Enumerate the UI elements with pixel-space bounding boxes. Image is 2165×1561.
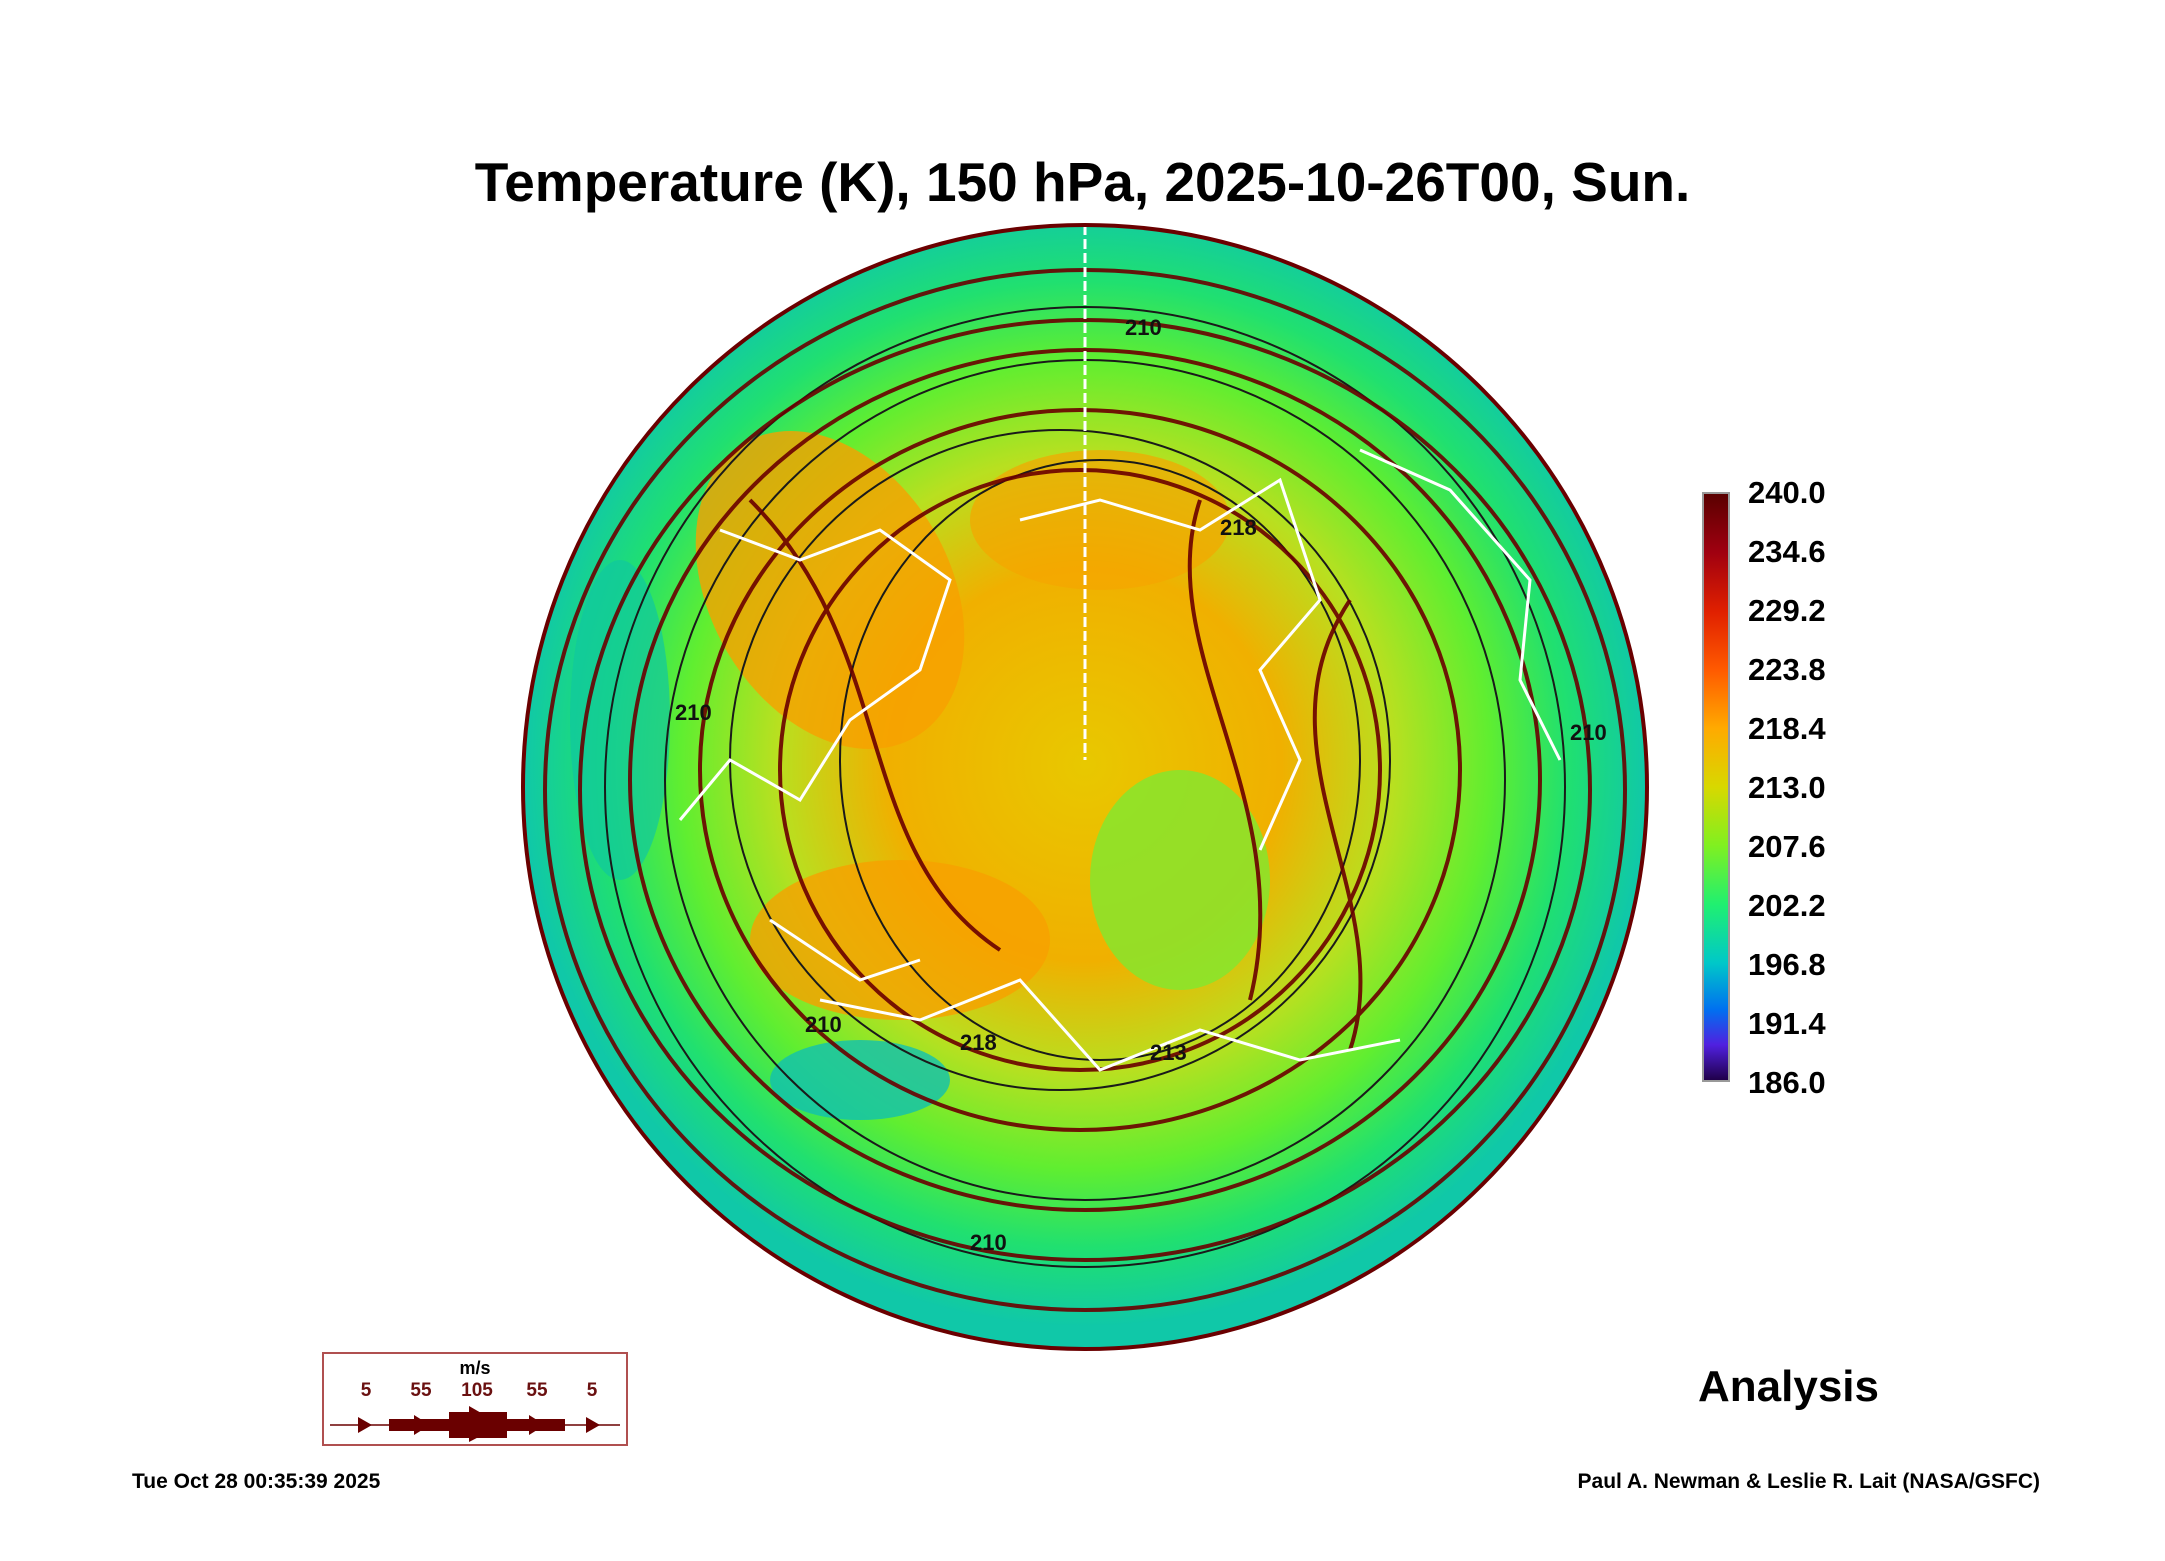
temperature-colorbar	[1702, 492, 1730, 1082]
colorbar-label: 202.2	[1748, 888, 1826, 923]
contour-label: 210	[675, 700, 712, 725]
cool-region	[770, 1040, 950, 1120]
wind-unit: m/s	[459, 1358, 491, 1378]
colorbar-label: 186.0	[1748, 1065, 1826, 1100]
wind-speed-label: 55	[526, 1380, 548, 1401]
colorbar-label: 191.4	[1748, 1006, 1826, 1041]
colorbar-label: 240.0	[1748, 475, 1826, 510]
contour-label: 210	[1125, 315, 1162, 340]
wind-speed-label: 105	[461, 1380, 493, 1401]
colorbar-label: 196.8	[1748, 947, 1826, 982]
contour-label: 210	[805, 1012, 842, 1037]
contour-label: 210	[970, 1230, 1007, 1255]
colorbar-label: 213.0	[1748, 770, 1826, 805]
wind-speed-legend: m/s 5 55 105 55 5	[322, 1352, 628, 1446]
timestamp: Tue Oct 28 00:35:39 2025	[132, 1470, 381, 1493]
credit: Paul A. Newman & Leslie R. Lait (NASA/GS…	[1577, 1470, 2040, 1493]
wind-speed-label: 5	[586, 1380, 598, 1401]
colorbar-label: 223.8	[1748, 652, 1826, 687]
colorbar-label: 207.6	[1748, 829, 1826, 864]
cool-region	[1090, 770, 1270, 990]
colorbar-label: 218.4	[1748, 711, 1826, 746]
contour-label: 218	[960, 1030, 997, 1055]
contour-label: 210	[1570, 720, 1607, 745]
contour-label: 218	[1220, 515, 1257, 540]
colorbar-label: 234.6	[1748, 534, 1826, 569]
wind-speed-label: 55	[410, 1380, 432, 1401]
plot-title: Temperature (K), 150 hPa, 2025-10-26T00,…	[474, 151, 1691, 213]
polar-stereographic-temperature-map: 210 218 210 210 218 213 210 210	[521, 223, 1649, 1351]
analysis-label: Analysis	[1698, 1362, 1879, 1411]
contour-label: 213	[1150, 1040, 1187, 1065]
colorbar-label: 229.2	[1748, 593, 1826, 628]
warm-region	[970, 450, 1230, 590]
wind-arrow-scale	[330, 1406, 620, 1442]
warm-region	[750, 860, 1050, 1020]
wind-speed-label: 5	[360, 1380, 372, 1401]
cool-region	[570, 560, 670, 880]
